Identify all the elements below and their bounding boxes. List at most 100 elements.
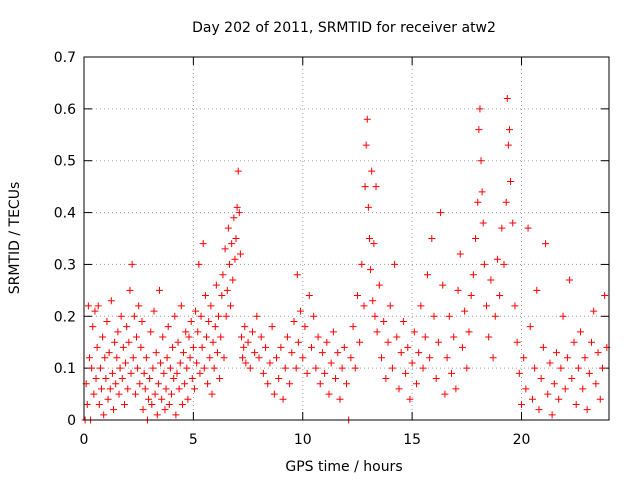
data-point xyxy=(301,323,309,331)
data-point xyxy=(553,349,560,357)
x-tick-label: 0 xyxy=(80,432,89,448)
data-point xyxy=(270,390,278,398)
data-point xyxy=(208,390,216,398)
data-point xyxy=(362,141,370,149)
data-point xyxy=(168,390,175,398)
data-point xyxy=(110,406,118,414)
data-point xyxy=(266,359,274,367)
data-point xyxy=(180,349,188,357)
data-point xyxy=(456,250,464,258)
data-point xyxy=(563,354,571,362)
data-point xyxy=(338,364,346,372)
data-point xyxy=(570,338,578,346)
data-point xyxy=(375,281,383,289)
data-point xyxy=(268,323,276,331)
data-point xyxy=(248,328,256,336)
data-point xyxy=(325,390,333,398)
y-tick-label: 0 xyxy=(67,413,76,429)
data-point xyxy=(183,364,191,372)
data-point xyxy=(522,385,530,393)
data-point xyxy=(145,395,153,403)
data-point xyxy=(122,359,130,367)
data-point xyxy=(171,312,179,320)
data-point xyxy=(358,260,366,268)
data-point xyxy=(550,380,558,388)
data-point xyxy=(334,349,342,357)
data-point xyxy=(103,317,111,325)
data-point xyxy=(185,333,193,341)
data-point xyxy=(548,411,556,419)
data-point xyxy=(93,343,101,351)
x-tick-labels: 0 5 10 15 20 xyxy=(80,432,531,448)
data-point xyxy=(349,323,357,331)
data-point xyxy=(399,317,407,325)
data-point xyxy=(235,209,243,217)
data-point xyxy=(372,183,380,191)
data-point xyxy=(305,292,313,300)
data-point xyxy=(102,375,110,383)
data-point xyxy=(472,235,480,242)
data-point xyxy=(138,317,146,325)
data-point xyxy=(233,203,241,211)
data-point xyxy=(223,286,231,294)
chart-title: Day 202 of 2011, SRMTID for receiver atw… xyxy=(192,20,496,36)
data-point xyxy=(386,302,394,310)
data-point xyxy=(89,323,97,331)
y-tick-label: 0.3 xyxy=(54,257,76,273)
data-point xyxy=(84,302,92,310)
data-point xyxy=(371,312,379,320)
data-point xyxy=(262,343,270,351)
data-point xyxy=(293,271,301,279)
data-point xyxy=(316,380,324,388)
y-tick-label: 0.6 xyxy=(54,102,76,118)
data-point xyxy=(229,276,237,284)
data-point xyxy=(503,94,511,102)
data-point xyxy=(546,359,554,367)
data-point xyxy=(356,338,364,346)
data-point xyxy=(367,266,375,274)
data-point xyxy=(141,385,149,393)
data-point xyxy=(161,406,169,414)
data-point xyxy=(279,395,287,403)
data-point xyxy=(518,400,525,408)
y-tick-label: 0.4 xyxy=(54,206,76,222)
data-point xyxy=(210,364,218,372)
data-point xyxy=(91,307,99,315)
data-point xyxy=(236,250,244,258)
data-point xyxy=(321,369,329,377)
data-point xyxy=(382,375,390,383)
data-point xyxy=(192,307,200,315)
data-point xyxy=(264,380,272,388)
data-point xyxy=(561,385,569,393)
data-point xyxy=(153,411,161,419)
data-point xyxy=(504,141,512,149)
data-point xyxy=(452,385,460,393)
data-point xyxy=(120,400,128,408)
data-point xyxy=(125,338,133,346)
data-point xyxy=(579,385,587,393)
data-point xyxy=(277,343,285,351)
data-point xyxy=(211,323,219,331)
data-point xyxy=(107,297,115,305)
data-point xyxy=(458,343,466,351)
data-point xyxy=(230,214,238,222)
data-point xyxy=(158,395,166,403)
data-point xyxy=(155,286,163,294)
data-point xyxy=(239,354,247,362)
data-point xyxy=(90,390,98,398)
data-point xyxy=(524,224,532,232)
data-point xyxy=(159,333,167,341)
data-point xyxy=(195,260,203,268)
data-point xyxy=(454,286,462,294)
data-point xyxy=(164,323,172,331)
data-point xyxy=(351,364,359,372)
data-point xyxy=(220,354,228,362)
data-point xyxy=(404,343,412,351)
data-point xyxy=(128,260,136,268)
data-point xyxy=(98,385,105,393)
data-point xyxy=(365,235,373,242)
data-point xyxy=(246,364,254,372)
data-point xyxy=(559,312,567,320)
data-point xyxy=(397,349,405,357)
data-point xyxy=(150,307,158,315)
